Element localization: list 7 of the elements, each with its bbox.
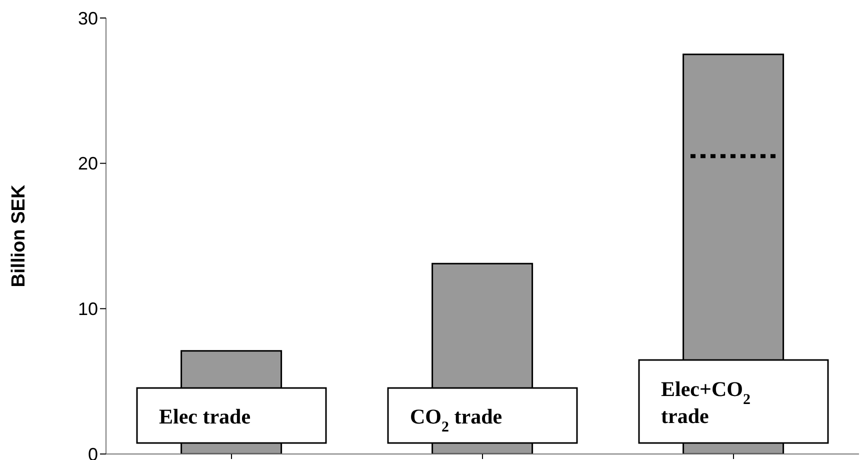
y-tick-label: 20 (78, 154, 98, 174)
y-axis-title: Billion SEK (8, 184, 30, 288)
x-tick-label: Elec trade (159, 404, 251, 428)
x-tick-label: CO$_{2}$ trade (410, 404, 502, 436)
category-label: Elec+CO$_{2}$ trade (661, 377, 750, 428)
y-tick-label: 10 (78, 299, 98, 320)
y-tick-label: 30 (78, 8, 98, 28)
